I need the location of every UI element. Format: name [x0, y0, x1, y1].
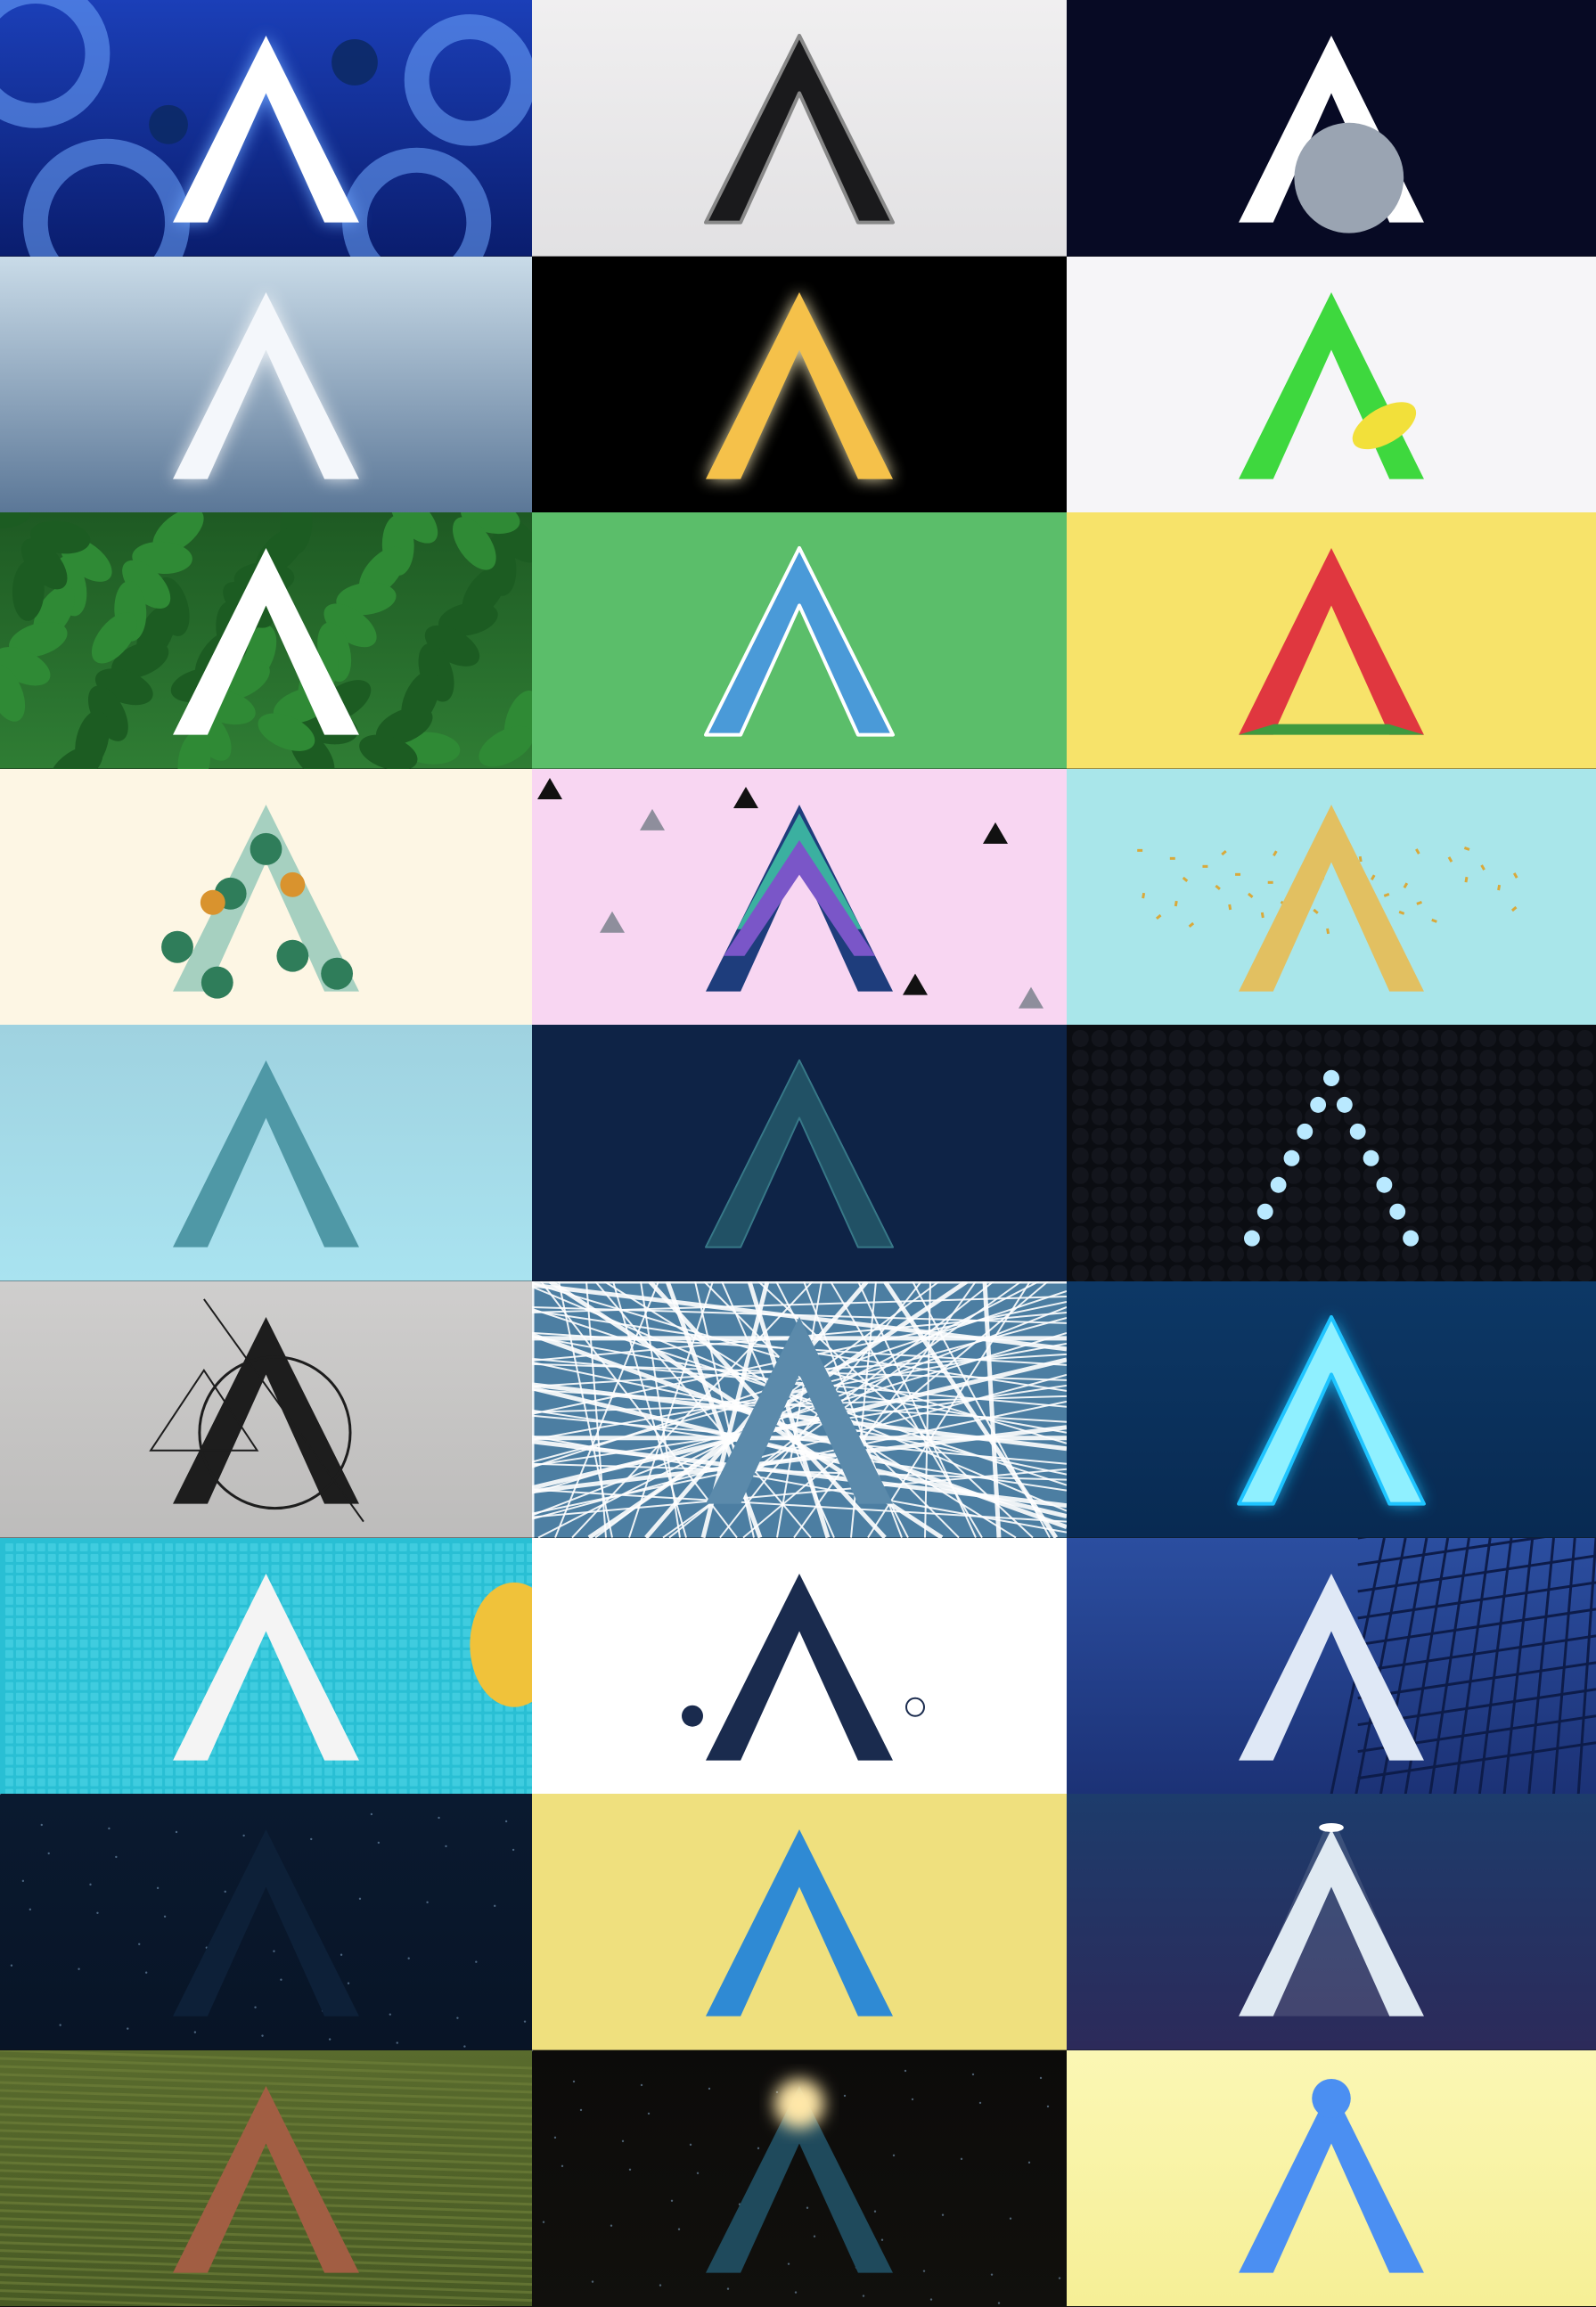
tile-pink-triangles-art: [532, 768, 1067, 1026]
tile-blue-neon-shapes-art: [0, 0, 532, 257]
tile-field-aerial: [0, 2049, 532, 2307]
tile-cloud-art: [0, 256, 532, 513]
tile-building: [1067, 1537, 1596, 1795]
tile-night-sky: [0, 1794, 532, 2050]
tile-geometric-paper: [0, 1280, 532, 1538]
tile-geometric-paper-art: [0, 1280, 532, 1538]
tile-led-dots: [1067, 1025, 1596, 1281]
tile-grid-mesh-art: [532, 1025, 1067, 1281]
tile-pool-tiles: [0, 1537, 532, 1795]
tile-led-dots-art: [1067, 1025, 1596, 1281]
tile-city-map: [532, 1280, 1067, 1538]
tile-blue-balloon: [1067, 2049, 1596, 2307]
tile-gold-balloon-art: [1067, 768, 1596, 1026]
tile-astronaut-art: [532, 1537, 1067, 1795]
tile-leaves: [0, 512, 532, 769]
tile-city-map-art: [532, 1280, 1067, 1538]
tile-gold-balloon: [1067, 768, 1596, 1026]
tile-black-tubes-art: [532, 0, 1067, 257]
tile-green-lemon: [1067, 256, 1596, 513]
tile-night-sky-art: [0, 1794, 532, 2050]
tile-spotlight-art: [1067, 1794, 1596, 2050]
tile-lamp-dark-art: [532, 2049, 1067, 2307]
tile-cloud: [0, 256, 532, 513]
tile-blue-on-green: [532, 512, 1067, 769]
tile-spotlight: [1067, 1794, 1596, 2050]
tile-green-lemon-art: [1067, 256, 1596, 513]
tile-village-illustration-art: [0, 768, 532, 1026]
tile-watermelon-art: [1067, 512, 1596, 769]
tile-field-aerial-art: [0, 2049, 532, 2307]
tile-blue-balloon-art: [1067, 2049, 1596, 2307]
tile-leaves-art: [0, 512, 532, 769]
tile-building-art: [1067, 1537, 1596, 1795]
tile-brush-stroke-art: [0, 1025, 532, 1281]
tile-pool-tiles-art: [0, 1537, 532, 1795]
tile-moon: [1067, 0, 1596, 257]
tile-blue-on-green-art: [532, 512, 1067, 769]
tile-blue-neon-shapes: [0, 0, 532, 257]
tile-village-illustration: [0, 768, 532, 1026]
tile-sparkler: [532, 256, 1067, 513]
tile-brush-stroke: [0, 1025, 532, 1281]
tile-yarn: [532, 1794, 1067, 2050]
tile-grid-mesh: [532, 1025, 1067, 1281]
tile-black-tubes: [532, 0, 1067, 257]
tile-pink-triangles: [532, 768, 1067, 1026]
tile-watermelon: [1067, 512, 1596, 769]
tile-yarn-art: [532, 1794, 1067, 2050]
tile-lamp-dark: [532, 2049, 1067, 2307]
tile-astronaut: [532, 1537, 1067, 1795]
tile-moon-art: [1067, 0, 1596, 257]
tile-neon-tube-art: [1067, 1280, 1596, 1538]
tile-neon-tube: [1067, 1280, 1596, 1538]
tile-sparkler-art: [532, 256, 1067, 513]
